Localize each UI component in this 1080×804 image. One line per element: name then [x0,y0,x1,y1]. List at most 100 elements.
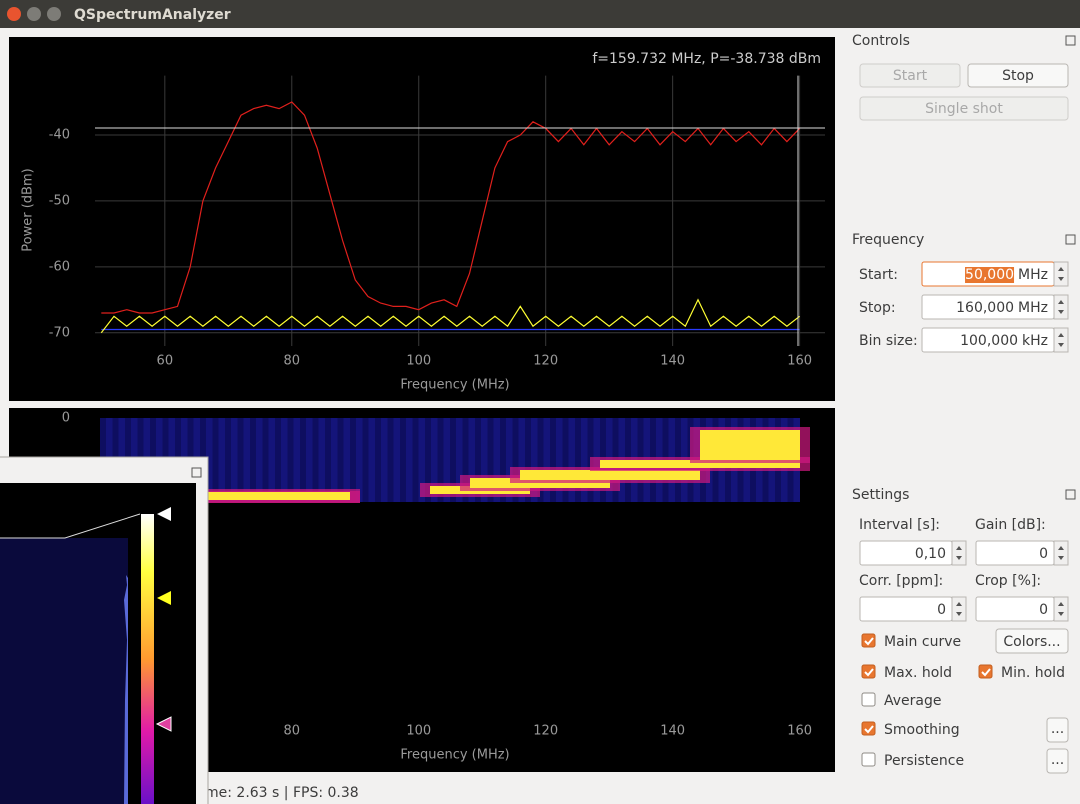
maximize-button[interactable] [47,7,61,21]
waterfall-hot [200,492,350,500]
status-text: me: 2.63 s | FPS: 0.38 [205,785,359,801]
crop-spin-arrows[interactable] [1053,596,1069,622]
max-level-handle[interactable] [157,507,171,521]
checkbox-label[interactable]: Min. hold [1001,665,1065,681]
gain-spin-arrows[interactable] [1053,540,1069,566]
waterfall-column [325,418,331,502]
level-line [0,513,141,539]
side-panel: Controls Start Stop Single shot Frequenc… [852,33,1076,774]
smoothing-options-button[interactable] [1046,717,1069,743]
smoothing-options-label: ... [1051,721,1064,737]
x-tick-label: 60 [157,354,174,369]
interval-spin-down[interactable] [956,556,962,560]
persistence-options-label: ... [1051,752,1064,768]
frequency-spin-down[interactable] [1058,310,1064,314]
frequency-spin-up[interactable] [1058,267,1064,271]
checkbox[interactable] [861,633,876,648]
frequency-spin-up[interactable] [1058,333,1064,337]
waterfall-column [350,418,356,502]
crop-spin-up[interactable] [1058,602,1064,606]
min-level-handle[interactable] [155,716,172,732]
gain-spin-up[interactable] [1058,546,1064,550]
waterfall-column [225,418,231,502]
frequency-spin-text: 160,000 MHz [956,300,1048,316]
frequency-spin-up[interactable] [1058,300,1064,304]
mid-level-handle[interactable] [157,591,171,605]
gain-spin-down[interactable] [1058,556,1064,560]
x-axis-label: Frequency (MHz) [400,748,509,763]
waterfall-column [237,418,244,502]
close-button[interactable] [7,7,21,21]
x-tick-label: 140 [660,724,685,739]
frequency-spin-text: 50,000 MHz [965,267,1048,283]
checkbox-label[interactable]: Average [884,693,942,709]
x-tick-label: 80 [284,724,301,739]
waterfall-column [425,418,431,502]
dock-float-icon[interactable] [1065,234,1076,245]
frequency-spin-number: 100,000 [960,333,1018,349]
corr-spin-up[interactable] [956,602,962,606]
float-icon[interactable] [191,467,202,478]
controls-title: Controls [852,33,910,49]
checkbox[interactable] [861,692,876,707]
dock-float-icon[interactable] [1065,489,1076,500]
histogram [124,575,128,804]
checkmark [981,668,991,677]
corr-spin-arrows[interactable] [951,596,967,622]
x-tick-label: 100 [406,724,431,739]
waterfall-column [462,418,469,502]
frequency-spin-unit: kHz [1022,333,1048,349]
x-tick-label: 80 [284,354,301,369]
checkbox[interactable] [861,752,876,767]
waterfall-column [375,418,381,502]
y-tick-label: 0 [62,411,70,426]
frequency-spin-arrows[interactable] [1053,261,1069,287]
minimize-button[interactable] [27,7,41,21]
checkbox-label[interactable]: Max. hold [884,665,952,681]
checkbox[interactable] [861,664,876,679]
checkbox[interactable] [861,721,876,736]
waterfall-column [562,418,569,502]
checkbox-label[interactable]: Persistence [884,753,964,769]
waterfall-column [487,418,494,502]
persistence-options-button[interactable] [1046,748,1069,774]
waterfall-column [512,418,519,502]
y-tick-label: -60 [49,259,70,274]
checkbox-label[interactable]: Main curve [884,634,961,650]
x-tick-label: 160 [787,354,812,369]
single-shot-button[interactable] [859,96,1069,121]
x-axis-label: Frequency (MHz) [400,378,509,393]
colors-button[interactable] [995,628,1069,654]
selection-highlight [965,267,1015,283]
start-button[interactable] [859,63,961,88]
checkbox-label[interactable]: Smoothing [884,722,960,738]
crop-spin-down[interactable] [1058,612,1064,616]
corr-spin-down[interactable] [956,612,962,616]
frequency-spin-down[interactable] [1058,277,1064,281]
waterfall-hot [520,470,700,480]
spectrum-layer: -70 -60 -50 -40 60 80 100 120 140 160 Frequency (M… [21,51,825,393]
trace [100,298,800,334]
interval-spin-arrows[interactable] [951,540,967,566]
waterfall-column [312,418,319,502]
checkmark [864,637,874,646]
waterfall-column [400,418,406,502]
frequency-spin-arrows[interactable] [1053,327,1069,353]
stop-button[interactable] [967,63,1069,88]
waterfall-column [275,418,281,502]
x-tick-label: 160 [787,724,812,739]
waterfall-column [387,418,394,502]
waterfall-column [362,418,369,502]
frequency-spin-down[interactable] [1058,343,1064,347]
checkbox[interactable] [978,664,993,679]
interval-spin-text: 0,10 [915,546,946,562]
window-title: QSpectrumAnalyzer [74,7,231,23]
dock-float-icon[interactable] [1065,35,1076,46]
checkmark [864,725,874,734]
frequency-spin-arrows[interactable] [1053,294,1069,320]
interval-spin-up[interactable] [956,546,962,550]
x-tick-label: 100 [406,354,431,369]
stop-button-label: Stop [1002,68,1034,84]
